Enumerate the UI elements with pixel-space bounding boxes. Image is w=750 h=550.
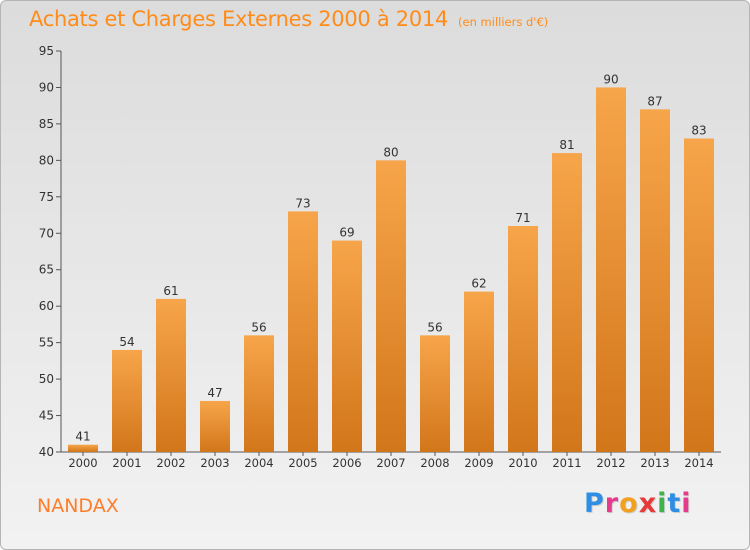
data-label: 56 bbox=[251, 320, 266, 334]
data-label: 80 bbox=[383, 145, 398, 159]
data-label: 90 bbox=[603, 72, 618, 86]
chart-title: Achats et Charges Externes 2000 à 2014 bbox=[29, 7, 449, 31]
y-tick-label: 40 bbox=[39, 445, 54, 459]
bar-2003 bbox=[200, 400, 230, 452]
x-tick-label: 2002 bbox=[156, 456, 185, 470]
data-label: 54 bbox=[119, 335, 134, 349]
proxiti-logo: Proxiti bbox=[584, 488, 692, 519]
logo-letter: x bbox=[638, 488, 658, 519]
logo-letter: t bbox=[667, 488, 682, 519]
data-label: 81 bbox=[559, 138, 574, 152]
data-label: 69 bbox=[339, 226, 354, 240]
logo-letter: i bbox=[681, 488, 692, 519]
place-name: NANDAX bbox=[37, 495, 119, 517]
x-tick-label: 2013 bbox=[640, 456, 669, 470]
y-tick-label: 70 bbox=[39, 226, 54, 240]
data-label: 47 bbox=[207, 386, 222, 400]
chart-data-labels: 41 54 61 47 56 73 69 80 56 62 71 81 90 87 83 bbox=[75, 72, 706, 443]
y-tick-label: 45 bbox=[39, 409, 54, 423]
logo-letter: i bbox=[657, 488, 668, 519]
y-tick-label: 90 bbox=[39, 80, 54, 94]
x-tick-label: 2000 bbox=[68, 456, 97, 470]
data-label: 41 bbox=[75, 430, 90, 444]
x-tick-label: 2004 bbox=[244, 456, 273, 470]
x-tick-label: 2014 bbox=[684, 456, 713, 470]
bar-2012 bbox=[596, 87, 626, 453]
bar-2001 bbox=[112, 349, 142, 452]
x-tick-label: 2010 bbox=[508, 456, 537, 470]
chart-bars bbox=[68, 87, 714, 453]
bar-2009 bbox=[464, 291, 494, 452]
data-label: 87 bbox=[647, 94, 662, 108]
y-tick-label: 65 bbox=[39, 263, 54, 277]
x-tick-label: 2007 bbox=[376, 456, 405, 470]
bar-2006 bbox=[332, 240, 362, 452]
y-tick-label: 75 bbox=[39, 190, 54, 204]
bar-2013 bbox=[640, 109, 670, 452]
data-label: 61 bbox=[163, 284, 178, 298]
logo-letter: P bbox=[584, 488, 605, 519]
chart-title-block: Achats et Charges Externes 2000 à 2014 (e… bbox=[29, 7, 548, 31]
bar-2008 bbox=[420, 335, 450, 452]
x-tick-label: 2008 bbox=[420, 456, 449, 470]
x-tick-label: 2003 bbox=[200, 456, 229, 470]
data-label: 56 bbox=[427, 320, 442, 334]
data-label: 83 bbox=[691, 123, 706, 137]
x-tick-label: 2001 bbox=[112, 456, 141, 470]
y-tick-label: 85 bbox=[39, 117, 54, 131]
data-label: 62 bbox=[471, 277, 486, 291]
x-tick-label: 2005 bbox=[288, 456, 317, 470]
y-tick-label: 50 bbox=[39, 372, 54, 386]
logo-letter: o bbox=[619, 488, 639, 519]
bar-2011 bbox=[552, 153, 582, 452]
y-tick-label: 95 bbox=[39, 44, 54, 58]
x-tick-label: 2011 bbox=[552, 456, 581, 470]
x-tick-label: 2009 bbox=[464, 456, 493, 470]
y-tick-label: 55 bbox=[39, 336, 54, 350]
bar-2010 bbox=[508, 225, 538, 452]
bar-2005 bbox=[288, 211, 318, 452]
x-tick-label: 2012 bbox=[596, 456, 625, 470]
y-tick-label: 80 bbox=[39, 153, 54, 167]
bar-2000 bbox=[68, 444, 98, 452]
data-label: 71 bbox=[515, 211, 530, 225]
chart-axes: 40 45 50 55 60 65 70 75 80 85 90 95 2000 2001 2002 2003… bbox=[39, 44, 721, 470]
data-label: 73 bbox=[295, 196, 310, 210]
bar-2004 bbox=[244, 335, 274, 452]
y-tick-label: 60 bbox=[39, 299, 54, 313]
bar-2002 bbox=[156, 298, 186, 452]
x-tick-label: 2006 bbox=[332, 456, 361, 470]
logo-letter: r bbox=[604, 488, 620, 519]
chart-subtitle: (en milliers d'€) bbox=[458, 15, 549, 29]
bar-2007 bbox=[376, 160, 406, 452]
bar-2014 bbox=[684, 138, 714, 452]
